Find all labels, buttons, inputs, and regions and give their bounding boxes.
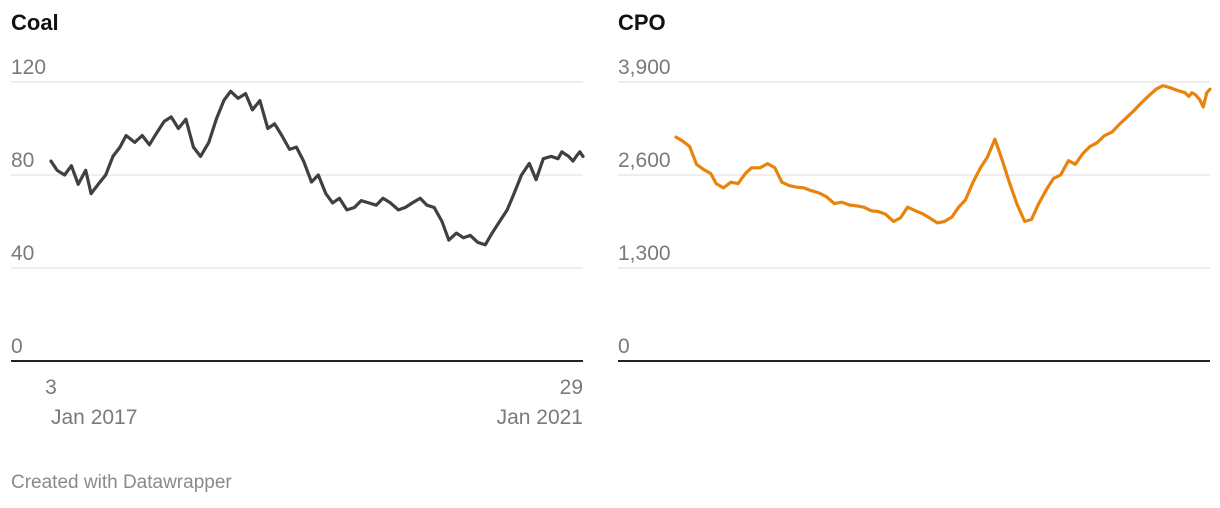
x-tick-month: Jan 2017 (51, 406, 137, 429)
series-line (674, 83, 1212, 225)
x-tick-day: 29 (560, 376, 583, 399)
series-line (49, 89, 585, 247)
chart-title: CPO (618, 10, 666, 35)
y-tick-label: 2,600 (618, 149, 671, 172)
chart-title: Coal (11, 10, 59, 35)
y-tick-label: 3,900 (618, 56, 671, 79)
coal-chart: Coal 120 80 40 0 3 Jan 2017 29 Jan 2021 (11, 0, 585, 440)
coal-chart-svg: 120 80 40 03 Jan 2017 29 Jan 2021 (11, 56, 585, 429)
cpo-chart: CPO 3,900 2,600 1,300 0 (618, 0, 1212, 440)
y-tick-label: 1,300 (618, 242, 671, 265)
y-tick-label: 0 (11, 335, 23, 358)
x-tick-day: 3 (45, 376, 57, 399)
x-tick-month: Jan 2021 (497, 406, 583, 429)
y-tick-label: 0 (618, 335, 630, 358)
y-tick-label: 40 (11, 242, 34, 265)
cpo-chart-svg: 3,900 2,600 1,300 0 (618, 56, 1212, 362)
footer-credit: Created with Datawrapper (11, 472, 232, 493)
y-tick-label: 80 (11, 149, 34, 172)
y-tick-label: 120 (11, 56, 46, 79)
